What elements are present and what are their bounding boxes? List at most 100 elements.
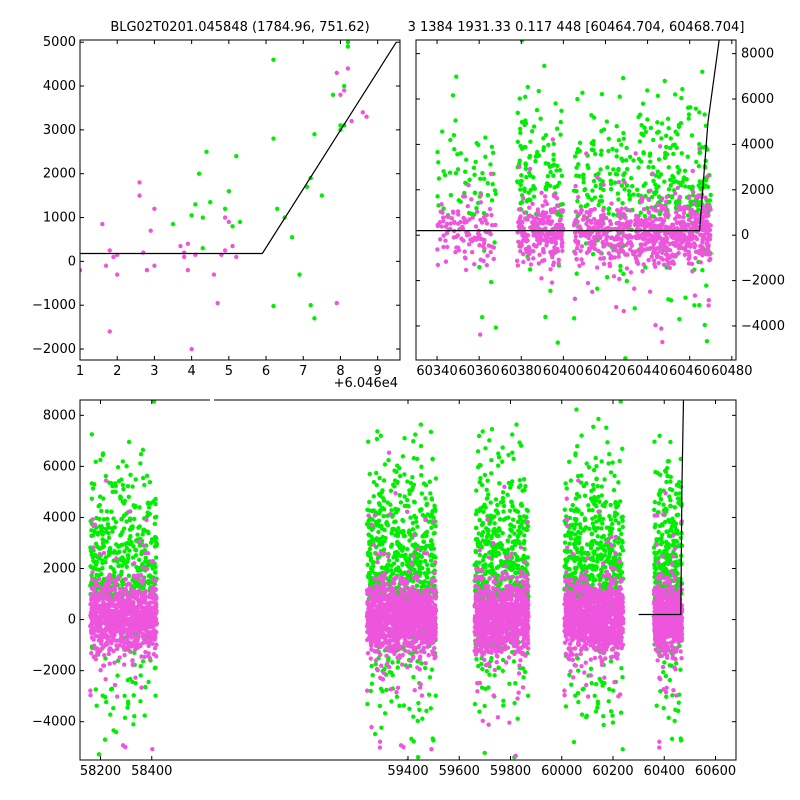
green-point <box>426 519 432 524</box>
pink-point <box>592 246 598 252</box>
green-point <box>597 198 602 204</box>
green-point <box>681 175 687 180</box>
green-point <box>413 432 418 437</box>
green-point <box>598 167 603 172</box>
pink-point <box>439 202 444 207</box>
pink-point <box>532 229 537 234</box>
pink-point <box>677 194 683 200</box>
pink-point <box>181 250 187 255</box>
green-point <box>386 558 392 563</box>
pink-point <box>619 206 624 211</box>
pink-point <box>126 632 131 637</box>
pink-point <box>620 226 626 231</box>
green-point <box>111 573 116 578</box>
pink-point <box>584 209 589 215</box>
pink-point <box>112 631 117 636</box>
pink-point <box>655 202 660 207</box>
pink-point <box>126 618 132 623</box>
green-point <box>103 699 109 705</box>
green-point <box>638 210 644 215</box>
green-point <box>516 179 522 184</box>
pink-point <box>98 626 103 631</box>
pink-point <box>549 280 555 285</box>
pink-point <box>601 261 607 267</box>
green-point <box>308 303 313 308</box>
green-point <box>686 112 692 117</box>
pink-point <box>390 638 395 643</box>
green-point <box>553 101 558 106</box>
green-point <box>115 465 121 470</box>
green-point <box>668 298 674 303</box>
green-point <box>111 567 116 572</box>
green-point <box>108 712 113 717</box>
pink-point <box>89 586 95 591</box>
pink-point <box>417 654 423 659</box>
green-point <box>391 526 397 532</box>
green-point <box>518 143 523 149</box>
green-point <box>405 546 410 552</box>
green-point <box>555 183 560 189</box>
green-point <box>425 512 431 517</box>
green-point <box>668 136 673 141</box>
green-point <box>442 172 448 178</box>
pink-point <box>572 296 578 302</box>
pink-point <box>112 582 118 587</box>
pink-point <box>115 595 121 600</box>
green-point <box>103 555 108 560</box>
pink-point <box>135 641 140 647</box>
pink-point <box>378 573 384 578</box>
y-tick-label: 2000 <box>741 183 774 198</box>
green-point <box>401 533 406 539</box>
pink-point <box>178 243 183 249</box>
pink-point <box>128 649 133 654</box>
pink-point <box>704 249 710 255</box>
pink-point <box>373 598 378 603</box>
pink-point <box>539 190 544 196</box>
x-tick-label: 60400 <box>543 364 584 379</box>
pink-point <box>444 230 450 236</box>
green-point <box>599 148 604 153</box>
green-point <box>94 703 99 708</box>
green-point <box>590 251 596 257</box>
pink-point <box>450 209 456 214</box>
green-point <box>374 482 379 488</box>
green-point <box>666 125 671 131</box>
green-point <box>100 383 104 387</box>
green-point <box>108 549 113 555</box>
green-point <box>429 496 435 501</box>
pink-point <box>109 608 115 614</box>
green-point <box>125 778 129 782</box>
pink-point <box>140 565 146 570</box>
pink-point <box>600 207 606 213</box>
green-point <box>142 713 147 718</box>
green-point <box>118 496 123 501</box>
pink-point <box>670 222 675 227</box>
pink-point <box>94 594 99 599</box>
green-point <box>389 563 394 568</box>
green-point <box>557 180 562 186</box>
pink-point <box>91 631 96 636</box>
green-point <box>614 172 620 177</box>
green-point <box>622 187 627 192</box>
pink-point <box>640 231 645 237</box>
green-point <box>492 188 498 193</box>
green-point <box>606 211 611 216</box>
pink-point <box>469 197 474 202</box>
x-tick-label: 9 <box>374 364 382 379</box>
green-point <box>527 170 532 176</box>
green-point <box>136 525 141 530</box>
pink-point <box>559 232 564 237</box>
green-point <box>131 544 136 549</box>
pink-point <box>414 604 419 609</box>
green-point <box>384 687 389 693</box>
pink-point <box>706 222 712 227</box>
green-point <box>581 176 586 181</box>
pink-point <box>147 594 152 600</box>
green-point <box>632 306 637 311</box>
pink-point <box>537 252 542 258</box>
green-point <box>489 144 495 150</box>
pink-point <box>707 258 712 263</box>
pink-point <box>421 645 427 651</box>
pink-point <box>130 622 135 627</box>
green-point <box>88 564 93 569</box>
